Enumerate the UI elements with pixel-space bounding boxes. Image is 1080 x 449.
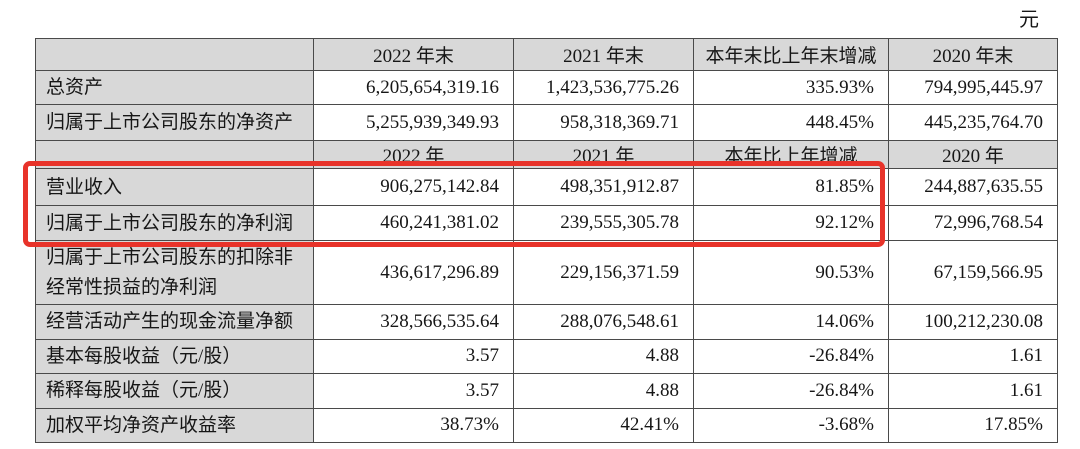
value-change: -3.68% xyxy=(693,407,889,444)
table-row-basic-eps: 基本每股收益（元/股） 3.57 4.88 -26.84% 1.61 xyxy=(35,338,1058,375)
value-2021: 1,423,536,775.26 xyxy=(513,69,694,106)
value-2020: 1.61 xyxy=(888,338,1058,375)
value-2020: 445,235,764.70 xyxy=(888,104,1058,142)
value-change: 90.53% xyxy=(693,240,889,306)
header-cell-yoy-change: 本年比上年增减 xyxy=(693,140,889,170)
row-label: 总资产 xyxy=(35,69,314,106)
value-2020: 67,159,566.95 xyxy=(888,240,1058,306)
table-row-operating-revenue: 营业收入 906,275,142.84 498,351,912.87 81.85… xyxy=(35,168,1058,207)
value-2020: 1.61 xyxy=(888,373,1058,409)
value-change: 448.45% xyxy=(693,104,889,142)
header-cell-empty xyxy=(35,140,314,170)
row-label: 归属于上市公司股东的净资产 xyxy=(35,104,314,142)
value-change: 14.06% xyxy=(693,304,889,340)
header-cell-2022-end: 2022 年末 xyxy=(313,38,514,71)
value-2022: 6,205,654,319.16 xyxy=(313,69,514,106)
value-2020: 100,212,230.08 xyxy=(888,304,1058,340)
value-2022: 3.57 xyxy=(313,373,514,409)
header-cell-empty xyxy=(35,38,314,71)
value-2020: 72,996,768.54 xyxy=(888,205,1058,242)
value-2022: 460,241,381.02 xyxy=(313,205,514,242)
table-row-weighted-avg-roe: 加权平均净资产收益率 38.73% 42.41% -3.68% 17.85% xyxy=(35,407,1058,444)
value-change: 335.93% xyxy=(693,69,889,106)
value-2022: 328,566,535.64 xyxy=(313,304,514,340)
table-row-diluted-eps: 稀释每股收益（元/股） 3.57 4.88 -26.84% 1.61 xyxy=(35,373,1058,409)
header-cell-2020: 2020 年 xyxy=(888,140,1058,170)
value-change: -26.84% xyxy=(693,373,889,409)
header-cell-2021: 2021 年 xyxy=(513,140,694,170)
row-label: 加权平均净资产收益率 xyxy=(35,407,314,444)
financial-summary-table: 2022 年末 2021 年末 本年末比上年末增减 2020 年末 总资产 6,… xyxy=(35,38,1058,444)
value-2021: 4.88 xyxy=(513,338,694,375)
value-2020: 244,887,635.55 xyxy=(888,168,1058,207)
value-2020: 794,995,445.97 xyxy=(888,69,1058,106)
value-2022: 38.73% xyxy=(313,407,514,444)
header-cell-yoy-end-change: 本年末比上年末增减 xyxy=(693,38,889,71)
value-2022: 5,255,939,349.93 xyxy=(313,104,514,142)
value-2021: 498,351,912.87 xyxy=(513,168,694,207)
row-label: 归属于上市公司股东的净利润 xyxy=(35,205,314,242)
table-row-net-profit: 归属于上市公司股东的净利润 460,241,381.02 239,555,305… xyxy=(35,205,1058,242)
header-row-annual: 2022 年 2021 年 本年比上年增减 2020 年 xyxy=(35,140,1058,170)
value-2022: 3.57 xyxy=(313,338,514,375)
row-label: 稀释每股收益（元/股） xyxy=(35,373,314,409)
row-label: 归属于上市公司股东的扣除非经常性损益的净利润 xyxy=(35,240,314,306)
value-change: 92.12% xyxy=(693,205,889,242)
value-2021: 229,156,371.59 xyxy=(513,240,694,306)
value-change: -26.84% xyxy=(693,338,889,375)
value-2021: 288,076,548.61 xyxy=(513,304,694,340)
value-2021: 4.88 xyxy=(513,373,694,409)
row-label: 基本每股收益（元/股） xyxy=(35,338,314,375)
currency-unit-label: 元 xyxy=(1019,9,1040,31)
header-cell-2021-end: 2021 年末 xyxy=(513,38,694,71)
table-row-net-profit-excl-nonrecurring: 归属于上市公司股东的扣除非经常性损益的净利润 436,617,296.89 22… xyxy=(35,240,1058,306)
value-2022: 906,275,142.84 xyxy=(313,168,514,207)
value-2021: 239,555,305.78 xyxy=(513,205,694,242)
value-2020: 17.85% xyxy=(888,407,1058,444)
value-2021: 42.41% xyxy=(513,407,694,444)
table-row-operating-cash-flow: 经营活动产生的现金流量净额 328,566,535.64 288,076,548… xyxy=(35,304,1058,340)
row-label: 营业收入 xyxy=(35,168,314,207)
header-row-end-of-year: 2022 年末 2021 年末 本年末比上年末增减 2020 年末 xyxy=(35,38,1058,71)
header-cell-2020-end: 2020 年末 xyxy=(888,38,1058,71)
header-cell-2022: 2022 年 xyxy=(313,140,514,170)
value-2021: 958,318,369.71 xyxy=(513,104,694,142)
table-row-total-assets: 总资产 6,205,654,319.16 1,423,536,775.26 33… xyxy=(35,69,1058,106)
value-change: 81.85% xyxy=(693,168,889,207)
row-label: 经营活动产生的现金流量净额 xyxy=(35,304,314,340)
value-2022: 436,617,296.89 xyxy=(313,240,514,306)
table-row-net-assets: 归属于上市公司股东的净资产 5,255,939,349.93 958,318,3… xyxy=(35,104,1058,142)
